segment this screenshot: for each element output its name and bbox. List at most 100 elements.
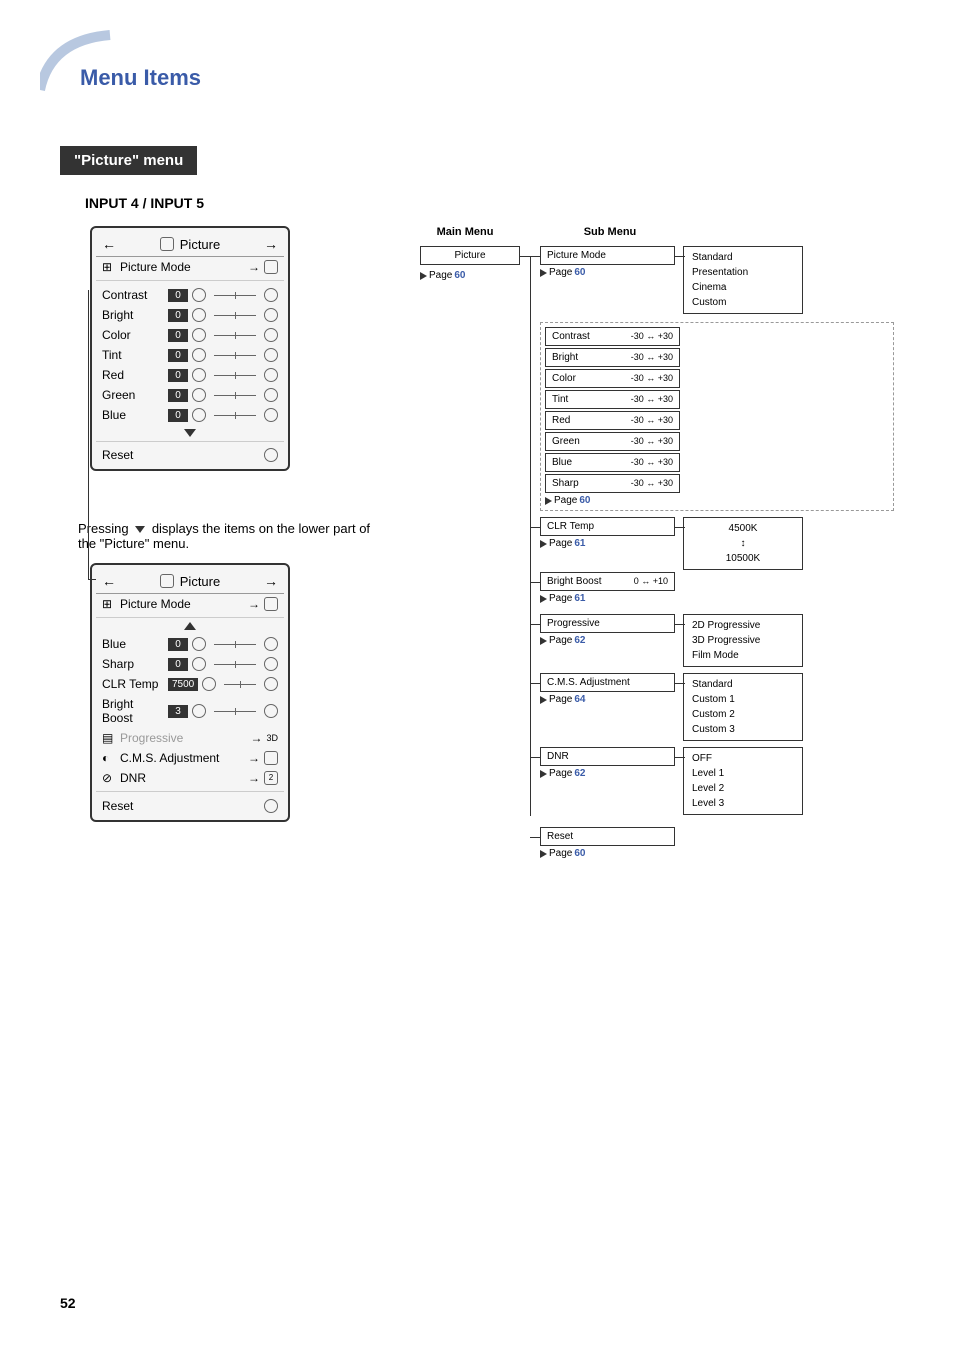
header-curve-decoration — [40, 30, 120, 110]
slider-min-icon — [192, 637, 206, 651]
arrow-icon: → — [248, 260, 260, 274]
slider-label: Green — [102, 388, 164, 402]
slider-min-icon — [192, 328, 206, 342]
slider-track — [224, 684, 256, 685]
progressive-value: 3D — [266, 733, 278, 743]
option-item: Custom — [692, 295, 794, 310]
sub-menu-header: Sub Menu — [530, 226, 690, 238]
slider-min-icon — [192, 704, 206, 718]
mode-icon: ⊞ — [102, 260, 116, 274]
slider-track — [214, 315, 256, 316]
tree-adjustment-row: Red-30 ↔ +30 — [545, 411, 680, 430]
option-item: Custom 1 — [692, 692, 794, 707]
osd-slider-row: Color0 — [96, 325, 284, 345]
option-item: Standard — [692, 677, 794, 692]
connector — [530, 624, 540, 625]
cms-label: C.M.S. Adjustment — [120, 751, 219, 765]
slider-min-icon — [192, 388, 206, 402]
slider-track — [214, 295, 256, 296]
slider-track — [214, 415, 256, 416]
tree-adjustment-row: Green-30 ↔ +30 — [545, 432, 680, 451]
picture-mode-label: Picture Mode — [120, 260, 191, 274]
scroll-down-icon — [184, 429, 196, 437]
slider-track — [214, 335, 256, 336]
osd-slider-row: Bright0 — [96, 305, 284, 325]
main-menu-header: Main Menu — [400, 226, 530, 238]
option-item: 2D Progressive — [692, 618, 794, 633]
slider-value: 7500 — [168, 678, 198, 691]
slider-value: 0 — [168, 389, 188, 402]
connector — [530, 837, 540, 838]
arrow-left-icon: ← — [102, 236, 116, 252]
mode-value-icon — [264, 260, 278, 274]
connector — [530, 683, 540, 684]
slider-min-icon — [192, 348, 206, 362]
reset-label: Reset — [102, 448, 133, 462]
osd-slider-row: Blue0 — [96, 405, 284, 425]
menu-section-label: "Picture" menu — [60, 146, 197, 175]
slider-track — [214, 375, 256, 376]
connector — [675, 683, 685, 684]
slider-label: Contrast — [102, 288, 164, 302]
connector — [530, 527, 540, 528]
tree-adjustment-row: Tint-30 ↔ +30 — [545, 390, 680, 409]
osd-slider-row: Green 0 — [96, 385, 284, 405]
tree-adjustments-group: Contrast-30 ↔ +30Bright-30 ↔ +30Color-30… — [540, 322, 894, 511]
option-item: Cinema — [692, 280, 794, 295]
slider-label: Blue — [102, 637, 164, 651]
connector — [530, 757, 540, 758]
slider-label: Bright — [102, 308, 164, 322]
slider-label: Color — [102, 328, 164, 342]
tree-bright-boost: Bright Boost 0 ↔ +10 — [540, 572, 675, 591]
connector — [675, 256, 685, 257]
option-item: 3D Progressive — [692, 633, 794, 648]
tree-cms-options: StandardCustom 1Custom 2Custom 3 — [683, 673, 803, 741]
slider-value: 0 — [168, 658, 188, 671]
tree-adjustment-row: Sharp-30 ↔ +30 — [545, 474, 680, 493]
slider-max-icon — [264, 328, 278, 342]
slider-label: CLR Temp — [102, 677, 164, 691]
tree-clr-temp-options: 4500K ↕ 10500K — [683, 517, 803, 570]
option-item: Film Mode — [692, 648, 794, 663]
tree-adjustment-row: Contrast-30 ↔ +30 — [545, 327, 680, 346]
option-item: Custom 2 — [692, 707, 794, 722]
slider-max-icon — [264, 348, 278, 362]
reset-label: Reset — [102, 799, 133, 813]
slider-value: 3 — [168, 705, 188, 718]
slider-track — [214, 711, 256, 712]
page-number: 52 — [60, 1295, 76, 1311]
page-ref: Page 61 — [540, 593, 894, 604]
connector — [675, 757, 685, 758]
slider-track — [214, 355, 256, 356]
slider-max-icon — [264, 408, 278, 422]
slider-max-icon — [264, 388, 278, 402]
slider-max-icon — [264, 657, 278, 671]
down-triangle-icon — [135, 526, 145, 533]
slider-max-icon — [264, 288, 278, 302]
osd-slider-row: CLR Temp 7500 — [96, 674, 284, 694]
slider-label: Red — [102, 368, 164, 382]
reset-icon — [264, 799, 278, 813]
osd-picture-menu-bottom: ← Picture → ⊞ Picture Mode → Blue0Sharp0… — [90, 563, 290, 822]
osd-picture-menu-top: ← Picture → ⊞ Picture Mode → Contrast0Br… — [90, 226, 290, 471]
menu-tree: Picture Page 60 Picture Mode — [400, 246, 894, 859]
tree-picture-mode: Picture Mode — [540, 246, 675, 265]
slider-min-icon — [202, 677, 216, 691]
caption-bracket — [88, 290, 96, 580]
tree-progressive-options: 2D Progressive3D ProgressiveFilm Mode — [683, 614, 803, 667]
progressive-icon: ▤ — [102, 731, 116, 745]
input-label: INPUT 4 / INPUT 5 — [85, 195, 894, 211]
arrow-right-icon: → — [264, 573, 278, 589]
page-ref: Page 60 — [540, 267, 675, 278]
tree-dnr-options: OFFLevel 1Level 2Level 3 — [683, 747, 803, 815]
tree-adjustment-row: Blue-30 ↔ +30 — [545, 453, 680, 472]
arrow-icon: → — [248, 751, 260, 765]
progressive-label: Progressive — [120, 731, 183, 745]
picture-mode-label: Picture Mode — [120, 597, 191, 611]
slider-value: 0 — [168, 349, 188, 362]
page-ref: Page 64 — [540, 694, 675, 705]
page-ref: Page 62 — [540, 768, 675, 779]
slider-min-icon — [192, 657, 206, 671]
arrow-left-icon: ← — [102, 573, 116, 589]
arrow-right-icon: → — [264, 236, 278, 252]
